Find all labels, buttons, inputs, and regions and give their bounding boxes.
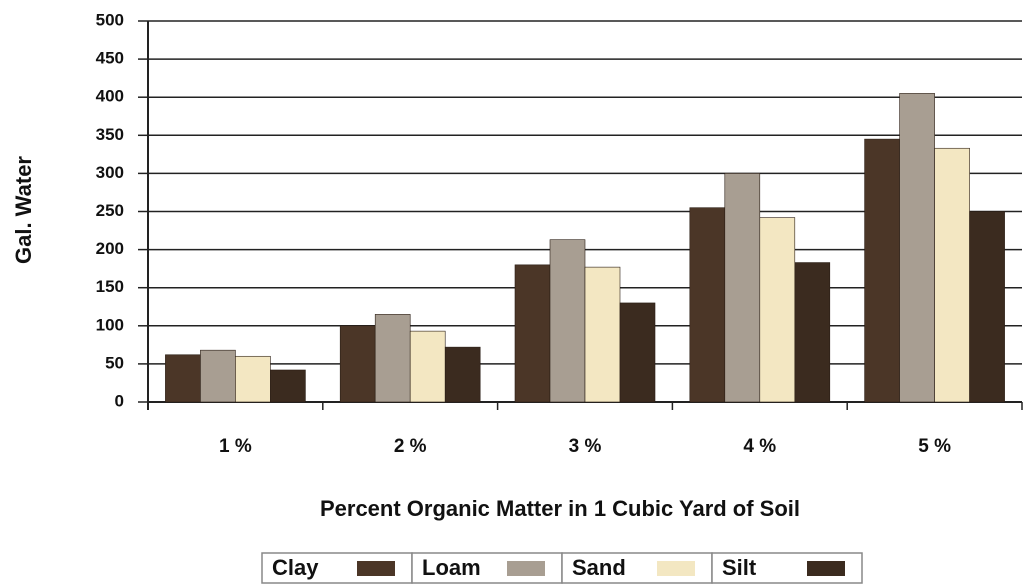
bar [619, 302, 656, 403]
bar [444, 346, 481, 403]
bar [759, 217, 796, 403]
y-tick-label: 200 [96, 239, 124, 258]
bar [200, 349, 236, 403]
bar [409, 330, 446, 403]
bar [724, 173, 761, 403]
x-tick-label: 3 % [569, 436, 602, 457]
y-tick-label: 50 [105, 353, 124, 372]
bar [165, 354, 201, 403]
y-tick-label: 150 [96, 277, 124, 296]
bar [899, 93, 935, 403]
legend-swatch [357, 561, 395, 576]
legend-label: Silt [722, 555, 757, 580]
legend-label: Clay [272, 555, 319, 580]
y-axis-title: Gal. Water [11, 156, 36, 264]
y-tick-label: 500 [96, 10, 124, 29]
y-tick-label: 0 [115, 391, 124, 410]
y-tick-label: 400 [96, 87, 124, 106]
legend-swatch [507, 561, 545, 576]
bar [794, 262, 831, 403]
x-tick-label: 2 % [394, 436, 427, 457]
legend-label: Loam [422, 555, 481, 580]
y-tick-label: 350 [96, 125, 124, 144]
bar [514, 264, 551, 403]
bar [374, 314, 411, 403]
x-tick-label: 4 % [743, 436, 776, 457]
y-tick-label: 250 [96, 201, 124, 220]
legend-swatch [657, 561, 695, 576]
legend-label: Sand [572, 555, 626, 580]
bar [934, 147, 970, 403]
bar [235, 355, 271, 403]
bar [270, 369, 306, 403]
y-tick-label: 450 [96, 49, 124, 68]
x-tick-label: 5 % [918, 436, 951, 457]
bar [689, 207, 726, 403]
x-axis-title: Percent Organic Matter in 1 Cubic Yard o… [320, 496, 800, 521]
y-tick-label: 300 [96, 163, 124, 182]
bar [969, 211, 1005, 403]
x-tick-label: 1 % [219, 436, 252, 457]
bar [339, 325, 376, 403]
bar [584, 266, 621, 403]
y-tick-label: 100 [96, 315, 124, 334]
bar [864, 138, 900, 403]
bar [549, 239, 586, 403]
legend-swatch [807, 561, 845, 576]
